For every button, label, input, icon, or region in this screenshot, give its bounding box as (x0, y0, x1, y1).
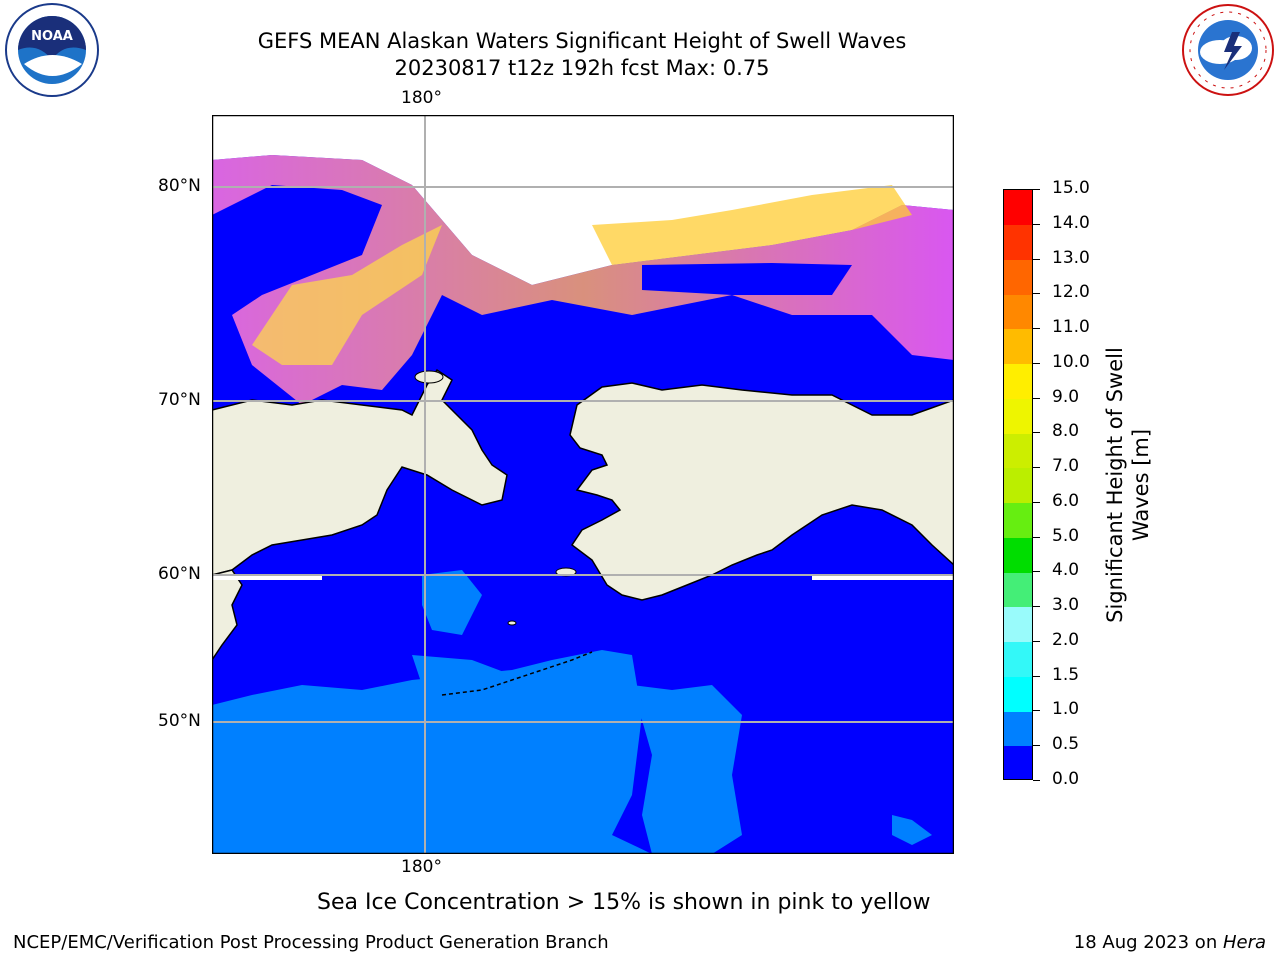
colorbar-tick-label: 3.0 (1052, 595, 1080, 616)
colorbar-tick-mark (1033, 432, 1040, 434)
colorbar-tick-label: 12.0 (1052, 282, 1090, 303)
colorbar-tick-mark (1033, 606, 1040, 608)
sea-ice-band (212, 155, 954, 405)
lon-label-top: 180° (401, 88, 442, 108)
lat-label-70: 70°N (158, 390, 201, 410)
colorbar-tick-label: 1.5 (1052, 664, 1080, 685)
colorbar-tick-mark (1033, 571, 1040, 573)
colorbar-segment (1004, 711, 1032, 747)
colorbar-tick-mark (1033, 189, 1040, 190)
land-chukotka (211, 368, 508, 576)
wrangel-island (414, 370, 444, 384)
colorbar-segment (1004, 502, 1032, 538)
colorbar-tick-label: 7.0 (1052, 456, 1080, 477)
footer-credit: NCEP/EMC/Verification Post Processing Pr… (13, 932, 609, 953)
colorbar-segment (1004, 259, 1032, 295)
colorbar-tick-label: 0.0 (1052, 769, 1080, 789)
sea-ice-note: Sea Ice Concentration > 15% is shown in … (317, 890, 931, 915)
colorbar-tick-label: 4.0 (1052, 560, 1080, 581)
lat-label-50: 50°N (158, 711, 201, 731)
colorbar-label-text: Significant Height of Swell Waves [m] (1103, 347, 1153, 623)
colorbar-tick-mark (1033, 675, 1040, 677)
colorbar-segment (1004, 572, 1032, 608)
colorbar-tick-label: 2.0 (1052, 629, 1080, 650)
colorbar-label: Significant Height of Swell Waves [m] (1102, 330, 1154, 640)
colorbar-tick-label: 13.0 (1052, 247, 1090, 268)
footer-date: 18 Aug 2023 on Hera (1074, 932, 1266, 953)
footer-host: Hera (1222, 932, 1266, 953)
map-panel (211, 114, 955, 855)
colorbar-segment (1004, 398, 1032, 434)
colorbar-tick-mark (1033, 293, 1040, 295)
colorbar-tick-mark (1033, 223, 1040, 225)
colorbar-tick-label: 14.0 (1052, 212, 1090, 233)
colorbar-tick-label: 5.0 (1052, 525, 1080, 546)
colorbar-segment (1004, 746, 1032, 779)
graticule (212, 115, 954, 854)
swell-region-0.5m (212, 650, 652, 854)
land-alaska (569, 382, 955, 601)
colorbar-tick-label: 9.0 (1052, 386, 1080, 407)
colorbar-tick-mark (1033, 640, 1040, 642)
colorbar-tick-label: 15.0 (1052, 178, 1090, 198)
page-title: GEFS MEAN Alaskan Waters Significant Hei… (257, 29, 907, 53)
colorbar-segment (1004, 676, 1032, 712)
map-canvas (211, 114, 955, 855)
colorbar-tick-mark (1033, 397, 1040, 399)
colorbar-tick-mark (1033, 258, 1040, 260)
colorbar-tick-label: 0.5 (1052, 734, 1080, 755)
noaa-logo-text: NOAA (31, 29, 73, 44)
colorbar-tick-mark (1033, 362, 1040, 364)
lat-label-80: 80°N (158, 176, 201, 196)
nws-logo (1180, 2, 1276, 98)
colorbar-segment (1004, 329, 1032, 365)
colorbar-tick-mark (1033, 536, 1040, 538)
colorbar-segment (1004, 607, 1032, 643)
colorbar-segment (1004, 468, 1032, 504)
map-frame (211, 114, 955, 855)
colorbar-tick-label: 1.0 (1052, 699, 1080, 720)
lat-label-60: 60°N (158, 564, 201, 584)
colorbar-tick-label: 10.0 (1052, 351, 1090, 372)
footer-date-text: 18 Aug 2023 on (1073, 932, 1223, 953)
colorbar-tick-mark (1033, 780, 1040, 781)
colorbar-segment (1004, 537, 1032, 573)
colorbar-tick-mark (1033, 501, 1040, 503)
colorbar-tick-mark (1033, 710, 1040, 712)
colorbar-segment (1004, 433, 1032, 469)
colorbar-segment (1004, 363, 1032, 399)
colorbar-segment (1004, 641, 1032, 677)
page-subtitle: 20230817 t12z 192h fcst Max: 0.75 (394, 56, 770, 80)
colorbar-tick-mark (1033, 328, 1040, 330)
noaa-logo: NOAA (4, 2, 100, 98)
colorbar-tick-label: 6.0 (1052, 490, 1080, 511)
colorbar-tick-mark (1033, 745, 1040, 747)
colorbar-segment (1004, 224, 1032, 260)
colorbar-tick-mark (1033, 467, 1040, 469)
aleutian-islands (441, 651, 593, 696)
colorbar (1003, 189, 1033, 780)
colorbar-segment (1004, 190, 1032, 225)
colorbar-segment (1004, 294, 1032, 330)
colorbar-tick-label: 11.0 (1052, 317, 1090, 338)
colorbar-tick-label: 8.0 (1052, 421, 1080, 442)
lon-label-bottom: 180° (401, 857, 442, 877)
